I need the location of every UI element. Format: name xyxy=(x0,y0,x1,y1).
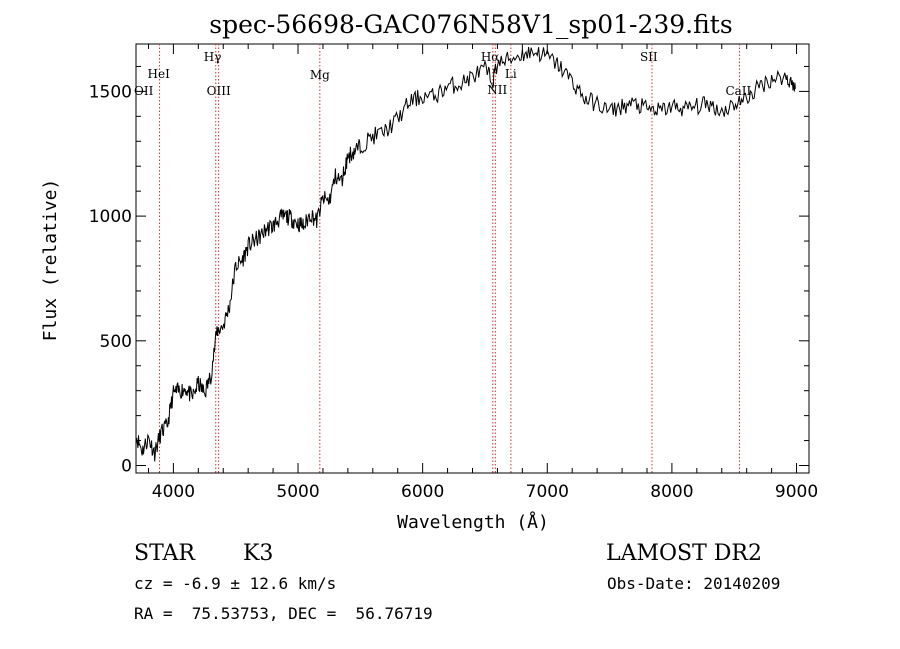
y-tick-label: 0 xyxy=(121,457,132,477)
spectral-line-label: Hα xyxy=(481,50,500,64)
redshift-cz: cz = -6.9 ± 12.6 km/s xyxy=(134,574,336,593)
spectral-line-label: SII xyxy=(640,50,658,64)
y-tick-label: 500 xyxy=(100,332,132,352)
x-tick-label: 7000 xyxy=(526,482,569,502)
chart-title: spec-56698-GAC076N58V1_sp01-239.fits xyxy=(209,10,732,39)
spectral-line-label: CaII xyxy=(725,84,751,98)
spectral-line-label: Mg xyxy=(310,68,330,82)
spectral-line-label: Li xyxy=(505,67,517,81)
x-tick-label: 5000 xyxy=(276,482,319,502)
ra-dec-coordinates: RA = 75.53753, DEC = 56.76719 xyxy=(134,604,433,623)
spectral-line-label: HeI xyxy=(148,67,171,81)
object-class: STAR xyxy=(134,541,196,566)
x-tick-label: 9000 xyxy=(775,482,818,502)
axis-ticks-layer: 4000 5000 6000 7000 8000 9000 0 500 1000 1500 xyxy=(89,44,818,502)
x-axis-label: Wavelength (Å) xyxy=(397,511,549,533)
x-tick-label: 4000 xyxy=(152,482,195,502)
y-tick-label: 1500 xyxy=(89,82,132,102)
observation-date: Obs-Date: 20140209 xyxy=(607,574,780,593)
object-subclass: K3 xyxy=(243,541,273,566)
x-tick-label: 8000 xyxy=(650,482,693,502)
spectral-line-label: NII xyxy=(487,83,507,97)
spectral-line-label: OIII xyxy=(207,84,231,98)
y-axis-label: Flux (relative) xyxy=(40,179,61,342)
spectral-line-label: Hγ xyxy=(204,50,222,64)
spectrum-line xyxy=(135,47,796,462)
x-tick-label: 6000 xyxy=(401,482,444,502)
survey-name: LAMOST DR2 xyxy=(606,541,762,566)
y-tick-label: 1000 xyxy=(89,207,132,227)
